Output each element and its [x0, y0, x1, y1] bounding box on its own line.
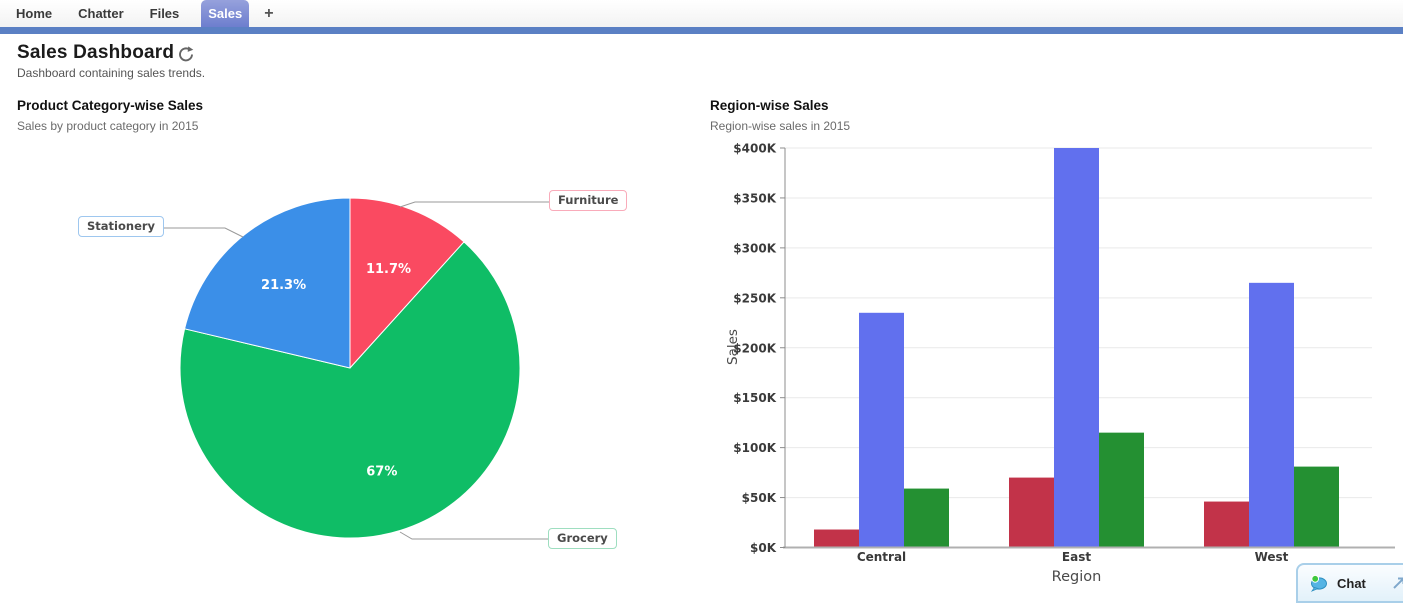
pie-label-furniture[interactable]: Furniture	[549, 190, 628, 211]
chat-widget[interactable]: Chat	[1296, 563, 1403, 603]
svg-text:Region: Region	[1052, 569, 1102, 585]
tab-sales-label: Sales	[208, 6, 243, 21]
bar-chart[interactable]: Central East West $0K $50K $100K $150K $200K $25…	[710, 140, 1403, 590]
chat-popout-arrow-icon	[1393, 577, 1403, 589]
plus-icon: +	[264, 4, 274, 22]
pie-label-grocery[interactable]: Grocery	[548, 528, 617, 549]
tab-files-label: Files	[149, 6, 180, 21]
bar-series-rects	[814, 148, 1339, 548]
svg-text:$300K: $300K	[733, 241, 776, 255]
tab-chatter-label: Chatter	[78, 6, 124, 21]
pie-slices	[179, 197, 521, 539]
tab-chatter[interactable]: Chatter	[65, 0, 137, 27]
bar-axis-text: Central East West $0K $50K $100K $150K $200K $25…	[725, 142, 1289, 586]
page-subtitle: Dashboard containing sales trends.	[17, 66, 206, 80]
pie-chart-subtitle: Sales by product category in 2015	[17, 119, 199, 133]
add-tab-button[interactable]: +	[249, 0, 288, 27]
svg-text:$50K: $50K	[742, 491, 777, 505]
svg-text:West: West	[1255, 550, 1289, 564]
svg-text:$200K: $200K	[733, 341, 776, 355]
svg-text:21.3%: 21.3%	[261, 278, 306, 293]
refresh-button[interactable]	[176, 45, 196, 65]
bar-axes	[780, 147, 1395, 549]
refresh-icon	[179, 46, 194, 62]
svg-text:Central: Central	[857, 550, 906, 564]
page-title: Sales Dashboard	[17, 42, 175, 63]
svg-text:$250K: $250K	[733, 291, 776, 305]
bar-chart-subtitle: Region-wise sales in 2015	[710, 119, 851, 133]
svg-text:$0K: $0K	[750, 541, 777, 555]
svg-text:Sales: Sales	[725, 329, 741, 365]
bar-chart-title: Region-wise Sales	[710, 98, 829, 113]
pie-leader-lines	[148, 201, 549, 540]
svg-text:67%: 67%	[366, 464, 397, 479]
svg-text:$350K: $350K	[733, 191, 776, 205]
svg-text:$100K: $100K	[733, 441, 776, 455]
tab-bar: Home Chatter Files Sales +	[0, 0, 1403, 27]
svg-text:11.7%: 11.7%	[366, 262, 411, 277]
tab-sales[interactable]: Sales	[201, 0, 250, 27]
tab-home-label: Home	[16, 6, 53, 21]
svg-text:$400K: $400K	[733, 142, 776, 156]
tab-home[interactable]: Home	[3, 0, 65, 27]
svg-text:$150K: $150K	[733, 391, 776, 405]
pie-label-stationery[interactable]: Stationery	[78, 216, 165, 237]
pie-chart-title: Product Category-wise Sales	[17, 98, 204, 113]
svg-text:East: East	[1062, 550, 1091, 564]
pie-chart[interactable]: 11.7% 67% 21.3%	[0, 140, 700, 590]
chat-label: Chat	[1337, 575, 1366, 591]
chat-bubble-icon	[1310, 574, 1327, 592]
nav-underline-bar	[0, 27, 1403, 34]
pie-percentage-labels: 11.7% 67% 21.3%	[261, 262, 411, 479]
tab-files[interactable]: Files	[137, 0, 193, 27]
